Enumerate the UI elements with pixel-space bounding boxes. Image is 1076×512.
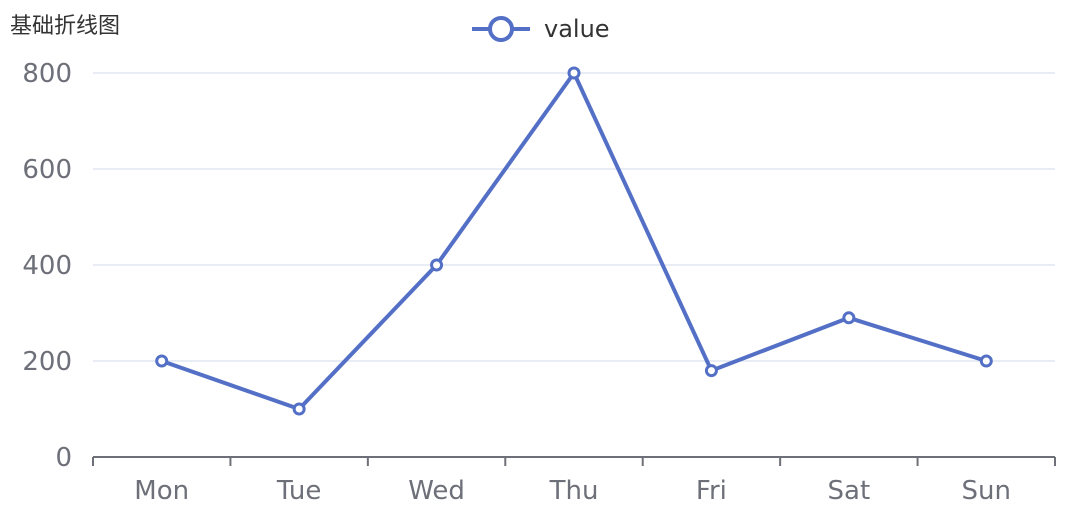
y-tick-label: 800 bbox=[22, 59, 72, 89]
data-point[interactable] bbox=[430, 258, 444, 272]
x-axis bbox=[92, 456, 1056, 466]
x-tick-label: Tue bbox=[276, 476, 321, 506]
chart-title: 基础折线图 bbox=[10, 14, 121, 39]
legend[interactable]: value bbox=[472, 15, 610, 43]
y-axis-tick-labels: 0 200 400 600 800 bbox=[22, 59, 72, 473]
x-tick-label: Sun bbox=[962, 476, 1011, 506]
series-points bbox=[155, 66, 993, 416]
legend-circle-icon[interactable] bbox=[488, 16, 514, 42]
x-tick-label: Wed bbox=[408, 476, 465, 506]
y-tick-label: 200 bbox=[22, 347, 72, 377]
x-tick-label: Mon bbox=[134, 476, 189, 506]
data-point[interactable] bbox=[292, 402, 306, 416]
y-tick-label: 600 bbox=[22, 155, 72, 185]
series-line bbox=[159, 71, 989, 411]
data-point[interactable] bbox=[979, 354, 993, 368]
x-axis-tick-labels: Mon Tue Wed Thu Fri Sat Sun bbox=[134, 476, 1011, 506]
grid-lines bbox=[93, 72, 1055, 362]
y-tick-label: 400 bbox=[22, 251, 72, 281]
x-tick-label: Thu bbox=[549, 476, 599, 506]
legend-label[interactable]: value bbox=[544, 15, 610, 43]
x-tick-label: Sat bbox=[828, 476, 871, 506]
series-line-group bbox=[159, 71, 989, 411]
data-point[interactable] bbox=[704, 364, 718, 378]
data-point[interactable] bbox=[842, 311, 856, 325]
x-tick-label: Fri bbox=[696, 476, 727, 506]
data-point[interactable] bbox=[155, 354, 169, 368]
data-point[interactable] bbox=[567, 66, 581, 80]
y-tick-label: 0 bbox=[55, 443, 72, 473]
